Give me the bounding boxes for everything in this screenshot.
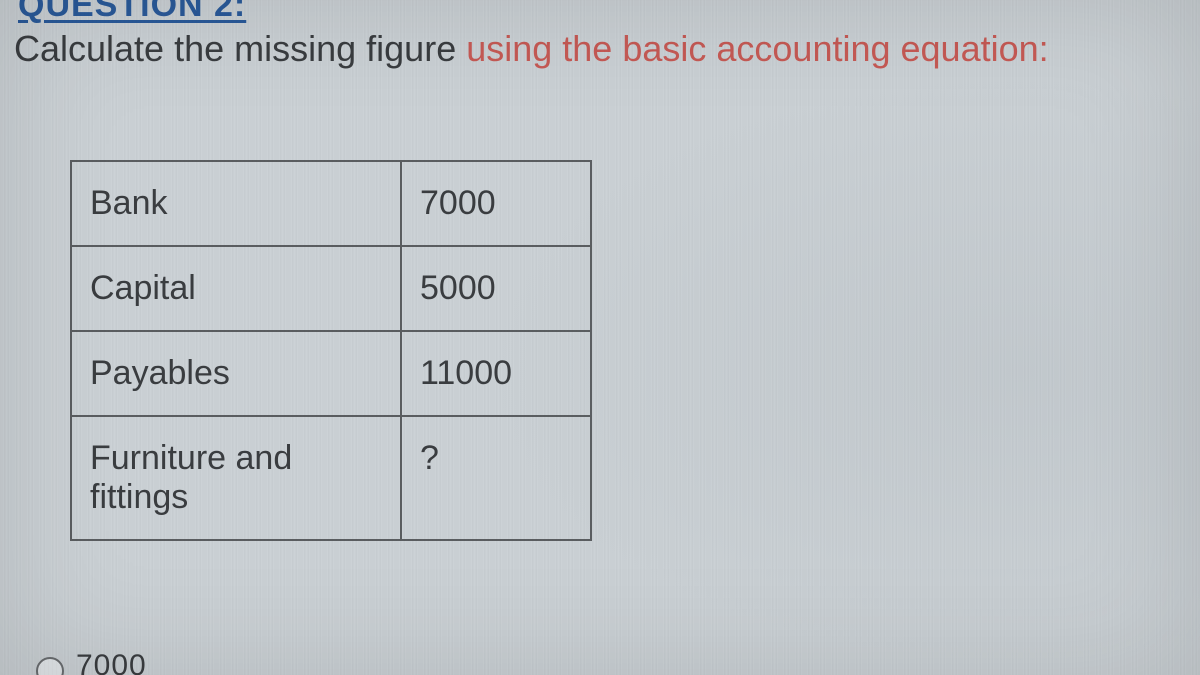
- option-value-stub: 7000: [76, 649, 147, 675]
- radio-option-stub[interactable]: [36, 657, 64, 675]
- cell-label: Furniture and fittings: [71, 416, 401, 540]
- table-row: Furniture and fittings ?: [71, 416, 591, 540]
- cell-value: 7000: [401, 161, 591, 246]
- table-row: Capital 5000: [71, 246, 591, 331]
- table-row: Payables 11000: [71, 331, 591, 416]
- accounting-table: Bank 7000 Capital 5000 Payables 11000 Fu…: [70, 160, 592, 541]
- cell-value: ?: [401, 416, 591, 540]
- cell-label: Bank: [71, 161, 401, 246]
- instruction-line: Calculate the missing figure using the b…: [14, 28, 1049, 70]
- cell-label: Capital: [71, 246, 401, 331]
- instruction-text-a: Calculate the missing figure: [14, 28, 466, 69]
- cell-value: 11000: [401, 331, 591, 416]
- instruction-text-b: using the basic accounting equation:: [466, 28, 1048, 69]
- cell-label: Payables: [71, 331, 401, 416]
- table-row: Bank 7000: [71, 161, 591, 246]
- cell-value: 5000: [401, 246, 591, 331]
- heading-partial: QUESTION 2:: [18, 0, 246, 25]
